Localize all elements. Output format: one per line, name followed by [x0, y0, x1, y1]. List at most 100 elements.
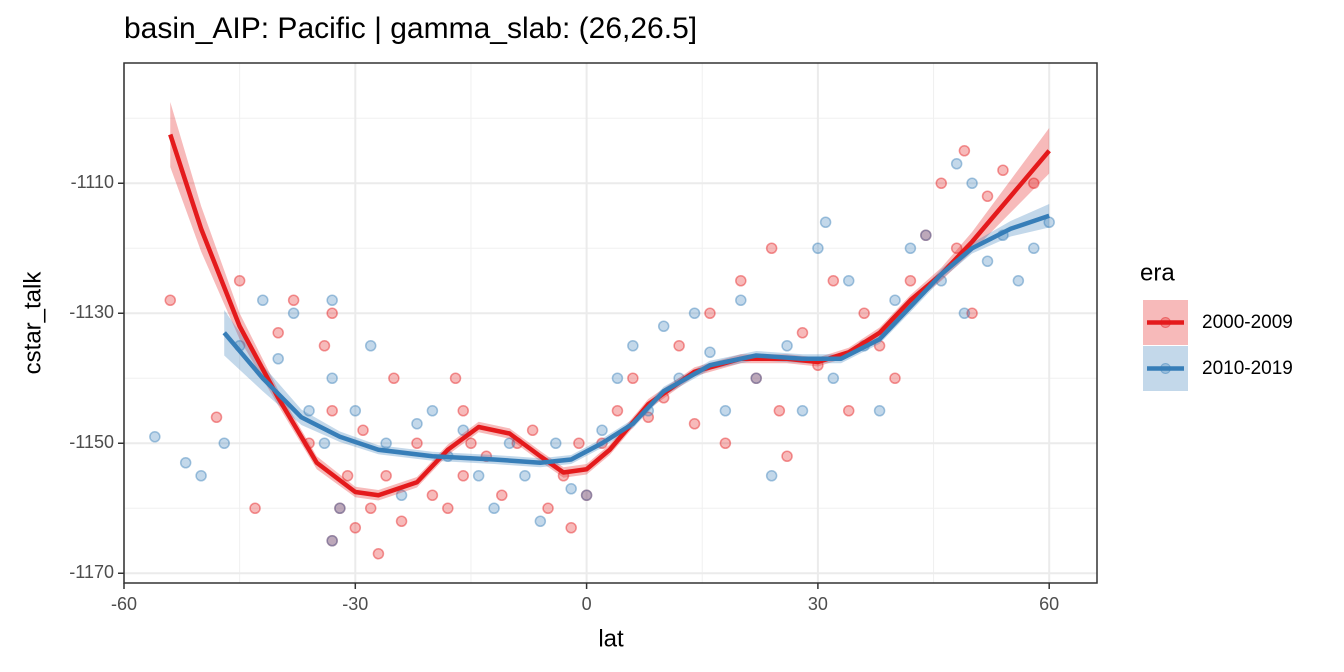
data-point: [326, 535, 338, 547]
data-point: [395, 515, 408, 527]
data-point: [411, 418, 423, 430]
data-point: [950, 242, 963, 254]
data-point: [457, 470, 469, 482]
data-point: [341, 470, 354, 482]
data-point: [465, 437, 477, 449]
data-point: [611, 405, 624, 417]
data-point: [580, 489, 593, 501]
x-tick-label: 30: [808, 594, 828, 614]
data-point: [149, 431, 161, 443]
y-axis-label: cstar_talk: [19, 271, 46, 375]
data-point: [326, 372, 338, 384]
data-point: [496, 489, 508, 501]
data-point: [534, 515, 547, 527]
data-point: [904, 242, 917, 254]
data-point: [218, 437, 230, 449]
legend-key-point: [1160, 317, 1171, 328]
x-tick-label: 60: [1039, 594, 1059, 614]
chart-title: basin_AIP: Pacific | gamma_slab: (26,26.…: [124, 12, 697, 45]
data-point: [257, 294, 269, 306]
data-point: [796, 327, 809, 339]
data-point: [573, 437, 585, 449]
legend-label: 2000-2009: [1202, 312, 1293, 333]
data-point: [889, 372, 901, 384]
data-point: [388, 372, 400, 384]
data-point: [920, 229, 932, 241]
x-tick-label: 0: [582, 594, 592, 614]
data-point: [827, 372, 840, 384]
data-point: [326, 307, 338, 319]
data-point: [318, 437, 331, 449]
smooth-line: [168, 133, 1051, 498]
data-point: [966, 177, 978, 189]
data-point: [303, 405, 315, 417]
data-point: [704, 346, 716, 358]
data-point: [411, 437, 423, 449]
data-point: [426, 405, 439, 417]
data-point: [889, 294, 901, 306]
data-point: [958, 145, 971, 157]
data-point: [364, 340, 377, 352]
data-point: [395, 489, 408, 501]
data-point: [981, 255, 994, 267]
data-point: [596, 424, 608, 436]
data-point: [611, 372, 624, 384]
data-point: [704, 307, 716, 319]
data-point: [796, 405, 809, 417]
data-point: [997, 164, 1009, 176]
data-point: [426, 489, 439, 501]
data-point: [349, 405, 362, 417]
data-point: [380, 470, 392, 482]
data-point: [318, 340, 331, 352]
data-point: [657, 320, 670, 332]
data-point: [210, 411, 223, 423]
data-point: [565, 522, 577, 534]
data-point: [781, 340, 793, 352]
y-tick-label: -1150: [69, 432, 114, 452]
data-point: [364, 502, 377, 514]
data-point: [542, 502, 554, 514]
x-axis-label: lat: [598, 625, 624, 652]
data-point: [750, 372, 762, 384]
legend-label: 2010-2019: [1202, 358, 1293, 379]
y-tick-label: -1170: [69, 562, 114, 582]
data-point: [442, 502, 454, 514]
data-point: [565, 483, 577, 495]
smooth-line: [222, 213, 1050, 465]
data-point: [981, 190, 994, 202]
data-point: [249, 502, 261, 514]
data-point: [334, 502, 346, 514]
data-point: [195, 470, 207, 482]
data-point: [765, 242, 778, 254]
data-point: [842, 275, 855, 287]
data-point: [457, 405, 469, 417]
data-point: [287, 294, 300, 306]
data-point: [179, 457, 192, 469]
data-point: [873, 405, 886, 417]
data-point: [627, 340, 639, 352]
data-point: [735, 275, 747, 287]
data-point: [457, 424, 469, 436]
data-point: [233, 275, 246, 287]
data-point: [765, 470, 778, 482]
data-point: [326, 535, 338, 547]
data-point: [812, 242, 824, 254]
data-point: [580, 489, 593, 501]
data-point: [920, 229, 932, 241]
data-point: [272, 353, 284, 365]
data-point: [334, 502, 346, 514]
y-tick-label: -1110: [71, 172, 114, 192]
data-point: [781, 450, 793, 462]
data-point: [1028, 242, 1040, 254]
data-point: [819, 216, 832, 228]
data-point: [1012, 275, 1025, 287]
data-point: [472, 470, 485, 482]
data-point: [966, 307, 978, 319]
legend-key-point: [1160, 363, 1171, 374]
data-point: [688, 307, 701, 319]
data-point: [349, 522, 362, 534]
legend-title: era: [1140, 259, 1175, 286]
data-point: [950, 158, 963, 170]
data-point: [673, 340, 685, 352]
